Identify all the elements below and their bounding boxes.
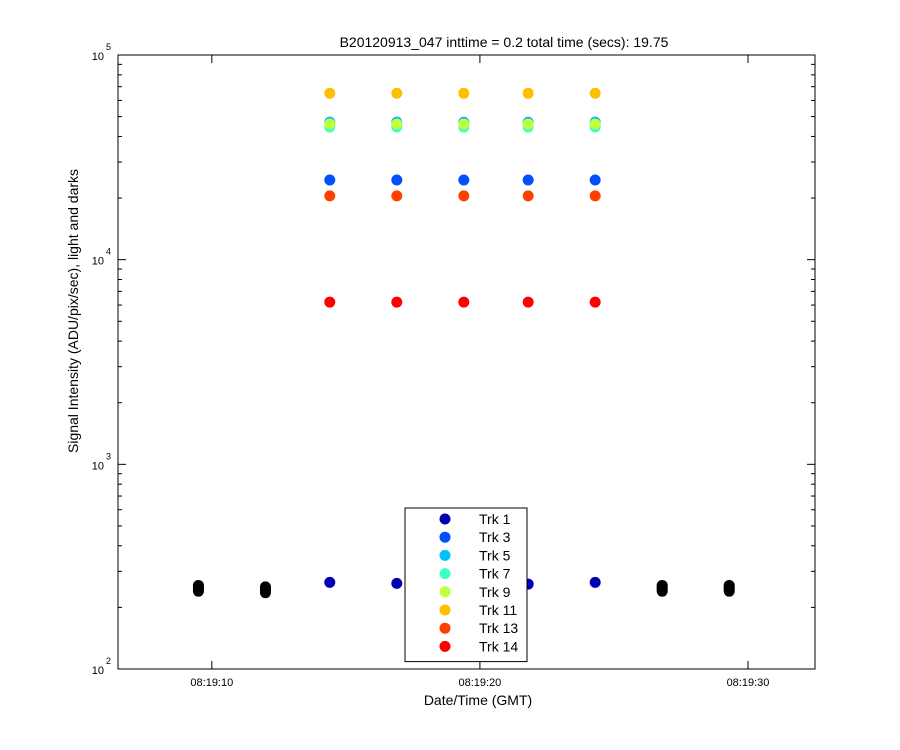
series-trk-3 xyxy=(324,174,601,186)
data-point xyxy=(324,576,336,588)
data-point xyxy=(589,87,601,99)
y-axis-label: Signal Intensity (ADU/pix/sec), light an… xyxy=(65,169,81,453)
legend-label: Trk 7 xyxy=(479,566,511,582)
data-point xyxy=(458,118,470,130)
series-trk-13 xyxy=(324,190,601,202)
y-tick-label-base: 10 xyxy=(92,256,104,268)
legend-box xyxy=(404,507,528,663)
data-point xyxy=(324,190,336,202)
y-tick-label-exponent: 5 xyxy=(106,42,111,52)
data-point xyxy=(589,190,601,202)
legend-marker xyxy=(439,568,451,580)
data-point xyxy=(324,87,336,99)
data-point xyxy=(324,174,336,186)
data-point xyxy=(522,87,534,99)
data-point xyxy=(522,296,534,308)
dark-point xyxy=(656,579,668,591)
y-tick-label-base: 10 xyxy=(92,460,104,472)
data-point xyxy=(522,190,534,202)
legend-marker xyxy=(439,604,451,616)
y-tick-label-exponent: 4 xyxy=(106,247,111,257)
data-point xyxy=(522,174,534,186)
data-point xyxy=(589,174,601,186)
data-point xyxy=(324,118,336,130)
data-point xyxy=(391,577,403,589)
dark-point xyxy=(723,579,735,591)
legend-label: Trk 1 xyxy=(479,511,511,527)
data-point xyxy=(324,296,336,308)
data-point xyxy=(589,118,601,130)
chart-title: B20120913_047 inttime = 0.2 total time (… xyxy=(340,34,669,50)
legend-marker xyxy=(439,513,451,525)
series-trk-9 xyxy=(324,118,601,130)
legend: Trk 1 Trk 3 Trk 5 Trk 7 Trk 9 Trk 11 Trk 13 Trk… xyxy=(404,507,528,663)
plot-frame xyxy=(117,54,816,670)
data-point xyxy=(391,296,403,308)
data-point xyxy=(391,87,403,99)
data-point xyxy=(589,296,601,308)
series-trk-14 xyxy=(324,296,601,308)
data-point xyxy=(458,174,470,186)
data-point xyxy=(391,174,403,186)
legend-label: Trk 9 xyxy=(479,584,511,600)
data-point xyxy=(589,576,601,588)
data-point xyxy=(458,296,470,308)
legend-label: Trk 5 xyxy=(479,547,511,563)
legend-label: Trk 14 xyxy=(479,638,518,654)
data-point xyxy=(458,190,470,202)
y-tick-label-base: 10 xyxy=(92,665,104,677)
data-point xyxy=(391,190,403,202)
data-point xyxy=(391,118,403,130)
legend-marker xyxy=(439,531,451,543)
dark-point xyxy=(192,579,204,591)
legend-marker xyxy=(439,549,451,561)
legend-label: Trk 11 xyxy=(479,602,517,618)
x-axis-label: Date/Time (GMT) xyxy=(424,692,532,708)
legend-label: Trk 13 xyxy=(479,620,518,636)
y-tick-label-exponent: 2 xyxy=(106,656,111,666)
legend-marker xyxy=(439,622,451,634)
legend-marker xyxy=(439,586,451,598)
legend-marker xyxy=(439,640,451,652)
x-tick-label: 08:19:30 xyxy=(727,677,770,689)
data-point xyxy=(458,87,470,99)
series-trk-11 xyxy=(324,87,601,99)
data-point xyxy=(522,118,534,130)
y-tick-label-exponent: 3 xyxy=(106,451,111,461)
legend-label: Trk 3 xyxy=(479,529,511,545)
data-points xyxy=(192,87,735,599)
dark-point xyxy=(259,581,271,593)
y-tick-label-base: 10 xyxy=(92,51,104,63)
x-tick-label: 08:19:20 xyxy=(458,677,501,689)
x-tick-label: 08:19:10 xyxy=(190,677,233,689)
